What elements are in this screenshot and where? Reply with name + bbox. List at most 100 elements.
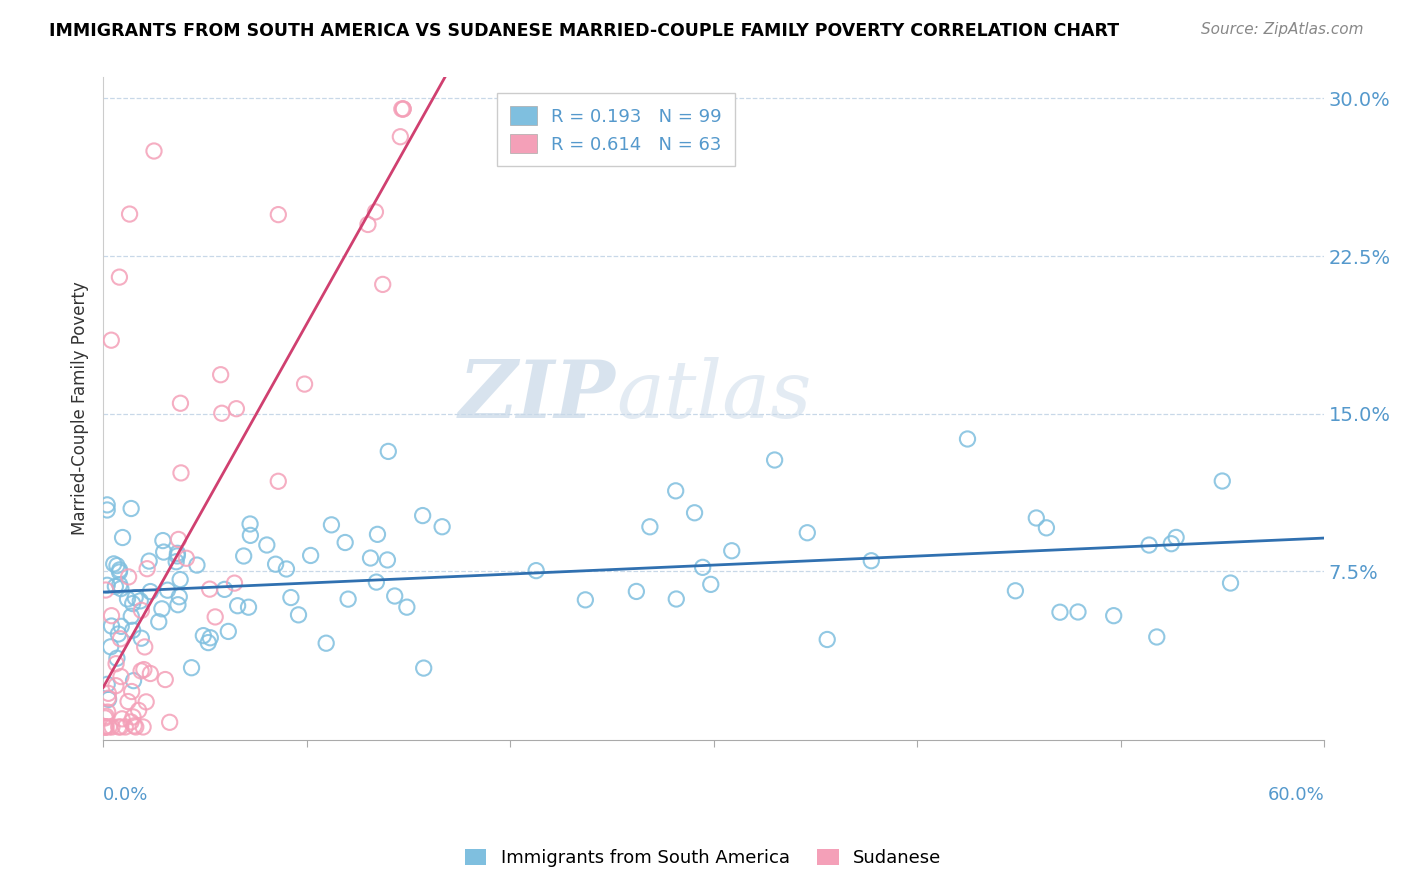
Point	[167, 533, 190, 547]
Point	[166, 546, 188, 560]
Text: IMMIGRANTS FROM SOUTH AMERICA VS SUDANESE MARRIED-COUPLE FAMILY POVERTY CORRELAT: IMMIGRANTS FROM SOUTH AMERICA VS SUDANES…	[49, 22, 1119, 40]
Text: ZIP: ZIP	[458, 357, 616, 434]
Point	[956, 432, 979, 446]
Point	[121, 624, 143, 638]
Point	[122, 673, 145, 688]
Point	[122, 710, 145, 724]
Point	[96, 498, 118, 512]
Point	[152, 533, 174, 548]
Point	[391, 102, 413, 116]
Point	[211, 406, 233, 420]
Point	[94, 720, 117, 734]
Point	[94, 709, 117, 723]
Point	[170, 466, 193, 480]
Point	[155, 673, 177, 687]
Point	[97, 705, 120, 719]
Point	[97, 692, 120, 706]
Point	[100, 640, 122, 654]
Point	[232, 549, 254, 563]
Point	[815, 632, 838, 647]
Point	[110, 669, 132, 683]
Point	[1004, 583, 1026, 598]
Point	[238, 600, 260, 615]
Point	[1049, 605, 1071, 619]
Point	[1211, 474, 1233, 488]
Text: 60.0%: 60.0%	[1267, 786, 1324, 804]
Point	[169, 573, 191, 587]
Point	[96, 677, 118, 691]
Point	[152, 545, 174, 559]
Point	[180, 661, 202, 675]
Point	[121, 684, 143, 698]
Point	[430, 520, 453, 534]
Point	[371, 277, 394, 292]
Point	[198, 582, 221, 596]
Point	[574, 592, 596, 607]
Point	[1219, 576, 1241, 591]
Point	[267, 208, 290, 222]
Point	[225, 401, 247, 416]
Point	[125, 720, 148, 734]
Point	[357, 218, 380, 232]
Point	[105, 651, 128, 665]
Point	[94, 720, 117, 734]
Legend: Immigrants from South America, Sudanese: Immigrants from South America, Sudanese	[457, 841, 949, 874]
Point	[96, 503, 118, 517]
Point	[299, 549, 322, 563]
Point	[256, 538, 278, 552]
Point	[1025, 511, 1047, 525]
Point	[1067, 605, 1090, 619]
Point	[101, 720, 124, 734]
Point	[280, 591, 302, 605]
Point	[692, 560, 714, 574]
Point	[412, 661, 434, 675]
Point	[360, 551, 382, 566]
Point	[108, 270, 131, 285]
Point	[796, 525, 818, 540]
Point	[94, 720, 117, 734]
Point	[138, 554, 160, 568]
Point	[135, 695, 157, 709]
Point	[720, 543, 742, 558]
Point	[264, 558, 287, 572]
Point	[209, 368, 232, 382]
Point	[104, 679, 127, 693]
Text: Source: ZipAtlas.com: Source: ZipAtlas.com	[1201, 22, 1364, 37]
Point	[217, 624, 239, 639]
Point	[214, 582, 236, 597]
Point	[148, 615, 170, 629]
Point	[98, 720, 121, 734]
Point	[110, 720, 132, 734]
Point	[111, 531, 134, 545]
Point	[294, 377, 316, 392]
Point	[111, 712, 134, 726]
Point	[156, 583, 179, 598]
Point	[108, 577, 131, 591]
Point	[165, 555, 187, 569]
Point	[143, 144, 166, 158]
Point	[100, 608, 122, 623]
Point	[321, 517, 343, 532]
Point	[1035, 521, 1057, 535]
Point	[97, 686, 120, 700]
Point	[763, 453, 786, 467]
Point	[276, 562, 298, 576]
Point	[315, 636, 337, 650]
Point	[337, 592, 360, 607]
Point	[287, 607, 309, 622]
Point	[366, 527, 388, 541]
Point	[392, 102, 415, 116]
Point	[176, 551, 198, 566]
Point	[204, 610, 226, 624]
Legend: R = 0.193   N = 99, R = 0.614   N = 63: R = 0.193 N = 99, R = 0.614 N = 63	[498, 93, 734, 166]
Point	[134, 640, 156, 654]
Point	[638, 520, 661, 534]
Point	[200, 631, 222, 645]
Point	[108, 565, 131, 579]
Point	[131, 631, 153, 645]
Point	[94, 711, 117, 725]
Point	[114, 720, 136, 734]
Point	[139, 584, 162, 599]
Point	[121, 597, 143, 611]
Point	[389, 129, 412, 144]
